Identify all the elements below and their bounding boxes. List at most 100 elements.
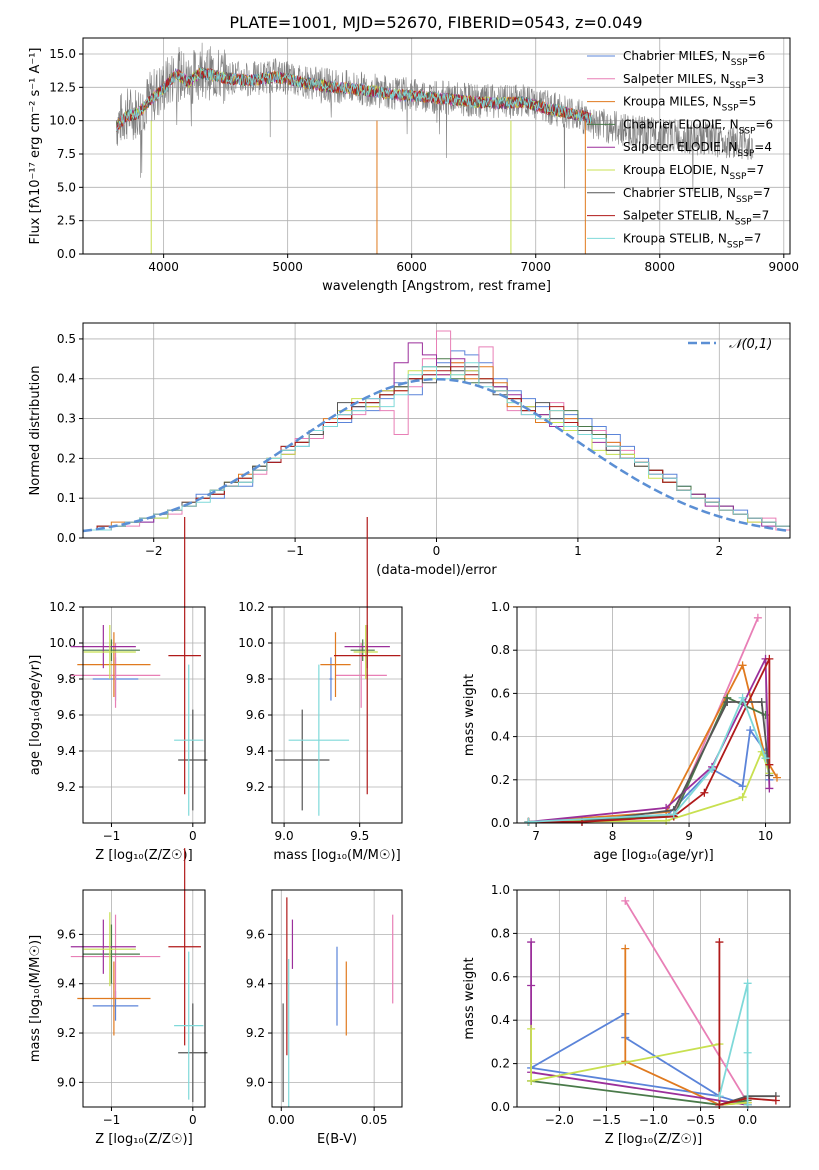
y-tick-label: 0.8 [491, 926, 510, 940]
axes-frame [516, 606, 791, 824]
y-tick-label: 10.0 [49, 636, 76, 650]
y-tick-label: 10.0 [49, 114, 76, 128]
weight-marker [761, 754, 770, 763]
x-axis-label: Z [log₁₀(Z/Z☉)] [95, 1132, 192, 1147]
z_vs_mass-panel: −1 0 9.0 9.2 9.4 9.6 Z [log₁₀(Z/Z☉)] mass [log₁… [28, 848, 208, 1147]
x-tick-label: 0 [433, 544, 441, 558]
axes-frame [82, 889, 206, 1108]
y-tick-label: 9.0 [57, 1075, 76, 1089]
x-tick-label: 5000 [272, 260, 303, 274]
axes-frame [82, 606, 206, 824]
x-tick-label: 8000 [644, 260, 675, 274]
weight-marker [715, 1092, 724, 1101]
y-tick-label: 0.6 [491, 970, 510, 984]
y-tick-label: 0.6 [491, 686, 510, 700]
legend-entry: Kroupa STELIB, NSSP=7 [623, 231, 761, 250]
gaussian-curve [82, 377, 791, 533]
weight-marker [708, 765, 716, 773]
y-tick-label: 9.2 [57, 780, 76, 794]
y-tick-label: 0.4 [491, 1013, 510, 1027]
weight-marker [621, 896, 630, 905]
y-tick-label: 15.0 [49, 47, 76, 61]
x-tick-label: −1 [286, 544, 304, 558]
y-tick-label: 0.4 [491, 730, 510, 744]
x-axis-label: E(B-V) [317, 1132, 357, 1147]
weight-marker [527, 981, 536, 990]
y-tick-label: 9.2 [57, 1026, 76, 1040]
y-tick-label: 12.5 [49, 80, 76, 94]
x-axis-label: Z [log₁₀(Z/Z☉)] [605, 1132, 702, 1147]
residuals-panel: −2 −1 0 1 2 0.0 0.1 0.2 0.3 0.4 0.5 (data-model)/er… [28, 322, 791, 578]
weight-marker [765, 760, 774, 769]
weight-line [530, 942, 748, 1106]
axes-frame [82, 322, 791, 539]
weight-marker [743, 1048, 752, 1057]
x-tick-label: 4000 [148, 260, 179, 274]
y-axis-label: Flux [fλ10⁻¹⁷ erg cm⁻² s⁻¹ A⁻¹] [28, 48, 43, 245]
age_vs_weight-plot-area [524, 613, 781, 826]
y-tick-label: 5.0 [57, 180, 76, 194]
x-tick-label: −2.0 [545, 1113, 574, 1127]
weight-marker [738, 693, 747, 702]
y-tick-label: 0.0 [491, 816, 510, 830]
x-tick-label: 9.0 [275, 829, 294, 843]
axes-frame [82, 37, 791, 255]
spectrum-legend: Chabrier MILES, NSSP=6 Salpeter MILES, NS… [587, 49, 773, 250]
y-tick-label: 9.8 [57, 672, 76, 686]
legend-entry: Kroupa MILES, NSSP=5 [623, 95, 756, 114]
x-axis-label: (data-model)/error [376, 563, 497, 578]
figure-title: PLATE=1001, MJD=52670, FIBERID=0543, z=0… [229, 13, 642, 32]
legend-entry: Chabrier MILES, NSSP=6 [623, 49, 765, 68]
y-axis-label: mass [log₁₀(M/M☉)] [28, 935, 43, 1062]
weight-marker [738, 793, 747, 802]
axes-frame [271, 889, 403, 1108]
x-tick-label: 0.0 [738, 1113, 757, 1127]
z_vs_age-plot-area [70, 517, 208, 816]
residuals-plot-area [82, 330, 791, 538]
y-axis-label: Normed distribution [28, 366, 43, 496]
y-tick-label: 10.0 [238, 636, 265, 650]
y-tick-label: 0.3 [57, 412, 76, 426]
x-tick-label: −1 [103, 1113, 121, 1127]
histogram-step [82, 362, 790, 538]
x-axis-label: age [log₁₀(age/yr)] [593, 848, 714, 863]
weight-marker [700, 788, 709, 797]
x-tick-label: 9000 [769, 260, 800, 274]
x-tick-label: −1.0 [639, 1113, 668, 1127]
y-tick-label: 1.0 [491, 883, 510, 897]
y-tick-label: 2.5 [57, 214, 76, 228]
weight-marker [524, 817, 533, 826]
weight-marker [771, 1096, 780, 1105]
y-tick-label: 0.4 [57, 372, 76, 386]
x-tick-label: 0 [189, 1113, 197, 1127]
y-tick-label: 9.2 [246, 1026, 265, 1040]
x-tick-label: 10 [758, 829, 773, 843]
weight-marker [746, 726, 755, 735]
x-tick-label: −1.5 [592, 1113, 621, 1127]
y-tick-label: 0.0 [57, 247, 76, 261]
axes-frame [516, 889, 791, 1108]
legend-entry: Salpeter ELODIE, NSSP=4 [623, 140, 772, 159]
y-tick-label: 0.1 [57, 491, 76, 505]
x-tick-label: −0.5 [686, 1113, 715, 1127]
ebv_vs_mass-plot-area [282, 897, 394, 1107]
x-tick-label: 0.05 [361, 1113, 388, 1127]
y-tick-label: 9.8 [246, 672, 265, 686]
x-tick-label: 7000 [520, 260, 551, 274]
weight-marker [757, 698, 766, 707]
y-tick-label: 1.0 [491, 600, 510, 614]
spectrum-plot-area [116, 42, 754, 254]
y-tick-label: 10.2 [238, 600, 265, 614]
weight-line [718, 983, 749, 1105]
x-tick-label: 9.5 [350, 829, 369, 843]
x-tick-label: 0 [189, 829, 197, 843]
y-tick-label: 9.6 [57, 927, 76, 941]
x-tick-label: 1 [574, 544, 582, 558]
y-tick-label: 7.5 [57, 147, 76, 161]
ebv_vs_mass-panel: 0.00 0.05 9.0 9.2 9.4 9.6 E(B-V) [246, 889, 403, 1147]
x-tick-label: −1 [103, 829, 121, 843]
weight-line [624, 948, 748, 1106]
weight-line [528, 727, 771, 823]
age_vs_weight-panel: 7 8 9 10 0.0 0.2 0.4 0.6 0.8 1.0 age [log₁₀(age/yr… [462, 600, 791, 863]
legend-entry: Kroupa ELODIE, NSSP=7 [623, 163, 764, 182]
